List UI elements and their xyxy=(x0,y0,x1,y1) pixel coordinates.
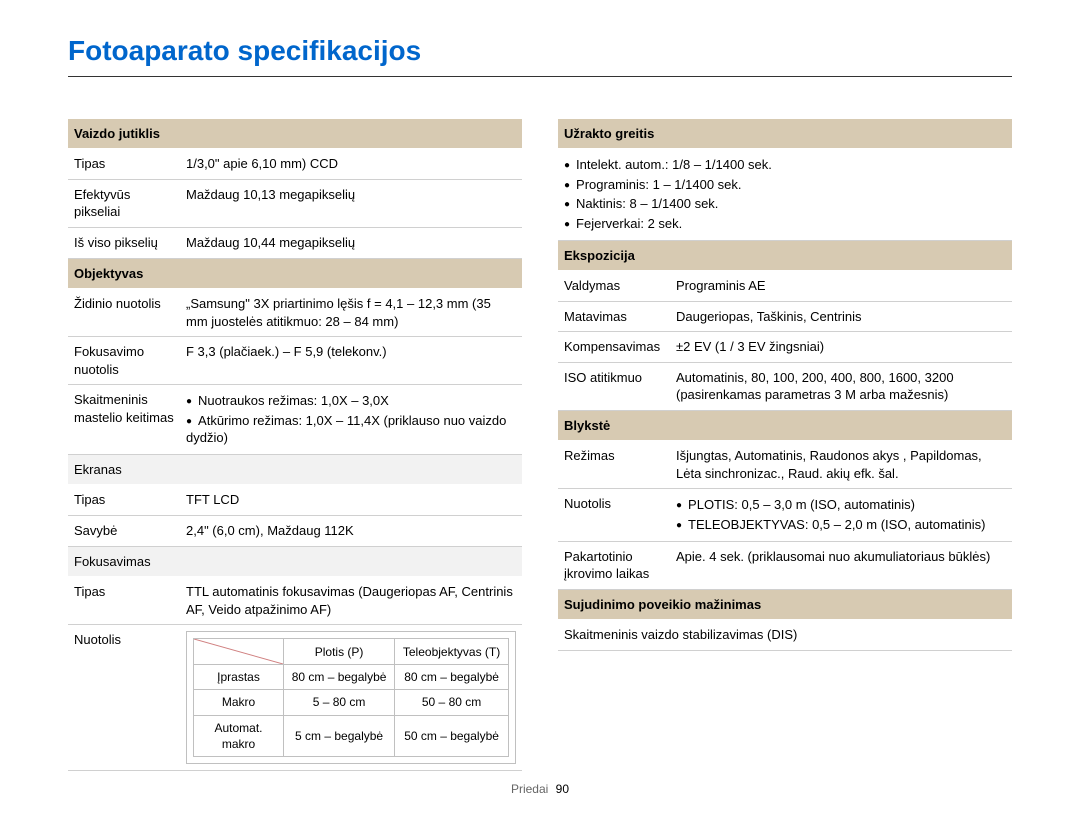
nested-cell: 5 – 80 cm xyxy=(284,690,395,715)
spec-label: Matavimas xyxy=(564,308,676,326)
spec-value: „Samsung" 3X priartinimo lęšis f = 4,1 –… xyxy=(186,295,516,330)
spec-label: Fokusavimo nuotolis xyxy=(74,343,186,378)
spec-label: Tipas xyxy=(74,491,186,509)
spec-label: Nuotolis xyxy=(74,631,186,649)
spec-bullet: Fejerverkai: 2 sek. xyxy=(564,214,1006,234)
spec-label: Valdymas xyxy=(564,277,676,295)
nested-cell: 50 – 80 cm xyxy=(395,690,509,715)
spec-bullet: Naktinis: 8 – 1/1400 sek. xyxy=(564,194,1006,214)
spec-bullet: TELEOBJEKTYVAS: 0,5 – 2,0 m (ISO, automa… xyxy=(676,515,1006,535)
spec-value: Daugeriopas, Taškinis, Centrinis xyxy=(676,308,1006,326)
spec-label: Pakartotinio įkrovimo laikas xyxy=(564,548,676,583)
spec-bullet: Intelekt. autom.: 1/8 – 1/1400 sek. xyxy=(564,155,1006,175)
spec-value: Maždaug 10,44 megapikselių xyxy=(186,234,516,252)
left-column: Vaizdo jutiklis Tipas1/3,0" apie 6,10 mm… xyxy=(68,119,522,771)
spec-value: 1/3,0" apie 6,10 mm) CCD xyxy=(186,155,516,173)
nested-col: Teleobjektyvas (T) xyxy=(395,639,509,665)
spec-label: Skaitmeninis mastelio keitimas xyxy=(74,391,186,426)
page-footer: Priedai 90 xyxy=(0,781,1080,797)
spec-label: Efektyvūs pikseliai xyxy=(74,186,186,221)
spec-value: Skaitmeninis vaizdo stabilizavimas (DIS) xyxy=(558,620,1012,651)
spec-bullet: Atkūrimo režimas: 1,0X – 11,4X (priklaus… xyxy=(186,411,516,448)
spec-value: Apie. 4 sek. (priklausomai nuo akumuliat… xyxy=(676,548,1006,566)
spec-value: ±2 EV (1 / 3 EV žingsniai) xyxy=(676,338,1006,356)
spec-bullet: Nuotraukos režimas: 1,0X – 3,0X xyxy=(186,391,516,411)
footer-page: 90 xyxy=(556,782,569,796)
spec-label: Iš viso pikselių xyxy=(74,234,186,252)
spec-value: Maždaug 10,13 megapikselių xyxy=(186,186,516,204)
section-exposure: Ekspozicija xyxy=(558,241,1012,272)
nested-cell: Automat. makro xyxy=(194,715,284,756)
nested-cell: 50 cm – begalybė xyxy=(395,715,509,756)
focus-range-table: Plotis (P) Teleobjektyvas (T) Įprastas80… xyxy=(193,638,509,757)
spec-value: Automatinis, 80, 100, 200, 400, 800, 160… xyxy=(676,369,1006,404)
page-title: Fotoaparato specifikacijos xyxy=(68,32,1012,77)
section-screen: Ekranas xyxy=(68,455,522,486)
section-focus: Fokusavimas xyxy=(68,547,522,578)
section-lens: Objektyvas xyxy=(68,259,522,290)
nested-cell: Įprastas xyxy=(194,665,284,690)
spec-value: 2,4" (6,0 cm), Maždaug 112K xyxy=(186,522,516,540)
spec-bullet: Programinis: 1 – 1/1400 sek. xyxy=(564,175,1006,195)
spec-value: F 3,3 (plačiaek.) – F 5,9 (telekonv.) xyxy=(186,343,516,361)
spec-label: Židinio nuotolis xyxy=(74,295,186,313)
spec-value: TFT LCD xyxy=(186,491,516,509)
spec-label: ISO atitikmuo xyxy=(564,369,676,387)
spec-label: Kompensavimas xyxy=(564,338,676,356)
spec-label: Nuotolis xyxy=(564,495,676,513)
nested-cell: Makro xyxy=(194,690,284,715)
spec-bullet: PLOTIS: 0,5 – 3,0 m (ISO, automatinis) xyxy=(676,495,1006,515)
nested-cell: 5 cm – begalybė xyxy=(284,715,395,756)
spec-value: TTL automatinis fokusavimas (Daugeriopas… xyxy=(186,583,516,618)
section-flash: Blykstė xyxy=(558,411,1012,442)
right-column: Užrakto greitis Intelekt. autom.: 1/8 – … xyxy=(558,119,1012,771)
nested-cell: 80 cm – begalybė xyxy=(284,665,395,690)
section-shutter: Užrakto greitis xyxy=(558,119,1012,150)
spec-label: Tipas xyxy=(74,155,186,173)
section-dis: Sujudinimo poveikio mažinimas xyxy=(558,590,1012,621)
spec-label: Savybė xyxy=(74,522,186,540)
spec-value: Išjungtas, Automatinis, Raudonos akys , … xyxy=(676,447,1006,482)
diagonal-line-icon xyxy=(194,639,283,664)
nested-col: Plotis (P) xyxy=(284,639,395,665)
section-sensor: Vaizdo jutiklis xyxy=(68,119,522,150)
spec-label: Režimas xyxy=(564,447,676,465)
nested-cell: 80 cm – begalybė xyxy=(395,665,509,690)
spec-label: Tipas xyxy=(74,583,186,601)
spec-value: Programinis AE xyxy=(676,277,1006,295)
footer-section: Priedai xyxy=(511,782,548,796)
